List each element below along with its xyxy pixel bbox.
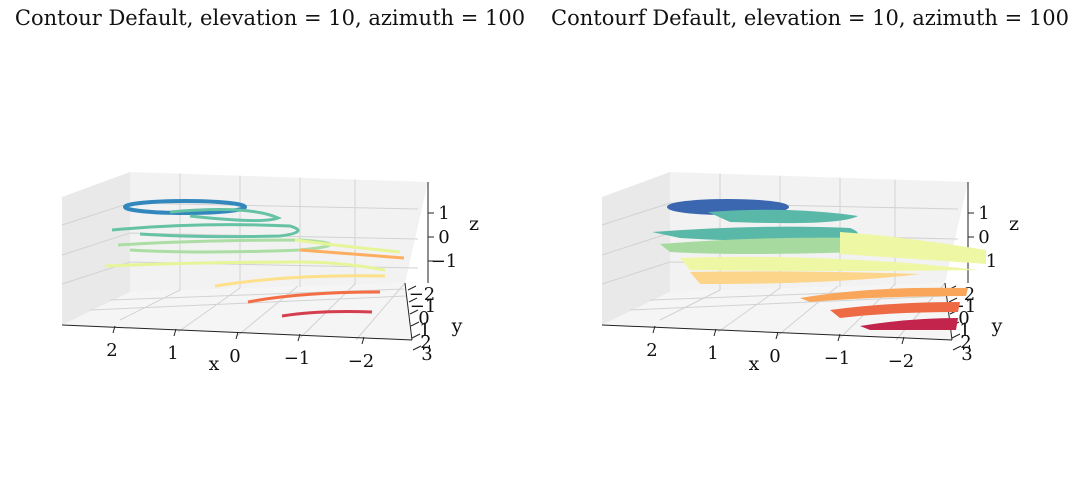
contour-line [299,248,405,260]
contour-line [104,260,386,272]
x-tick-label: 1 [707,343,718,364]
y-tick-mark [412,345,422,351]
y-tick-mark [407,285,417,291]
contour-line [281,310,373,318]
x-tick-label: 0 [769,346,780,367]
grid-line [89,295,407,311]
z-tick-label: 1 [438,203,449,224]
left-pane [602,172,670,325]
x-tick-mark [775,331,779,340]
chart-title: Contour Default, elevation = 10, azimuth… [14,6,526,30]
x-tick-label: 2 [646,340,657,361]
z-tick-label: 0 [438,227,449,248]
contour-fill [652,226,858,241]
y-tick-label: 2 [420,332,431,353]
contour-fill [708,209,858,224]
z-axis-label: z [469,213,479,235]
z-tick-label: 1 [978,203,989,224]
contourf-panel: Contourf Default, elevation = 10, azimut… [540,0,1080,490]
grid-line [629,295,947,311]
y-tick-label: 0 [958,308,969,329]
back-pane [130,172,428,292]
y-tick-mark [948,297,958,303]
grid-line [129,202,419,210]
y-tick-label: 1 [959,320,970,341]
z-tick-label: −1 [431,251,458,272]
x-tick-mark [361,336,365,345]
contour-line [169,208,282,223]
x-tick-mark [713,328,717,337]
x-tick-label: −1 [824,348,851,369]
y-tick-mark [952,345,962,351]
x-axis-label: x [749,353,760,375]
contour-fill [660,237,883,254]
contour-fill [840,232,986,264]
x-axis-line [61,324,413,341]
y-axis-label: y [451,315,463,337]
x-tick-mark [112,325,116,334]
x-tick-label: 0 [229,346,240,367]
grid-line [355,282,406,341]
y-tick-label: 1 [419,320,430,341]
x-tick-mark [901,336,905,345]
contour-line [294,238,401,254]
x-axis-label: x [209,353,220,375]
grid-line [61,232,131,256]
x-tick-label: −1 [284,348,311,369]
x-tick-label: −2 [888,351,915,372]
x-tick-mark [837,333,841,342]
contour-fill [830,302,960,318]
contour-line [123,199,247,215]
grid-line [119,289,181,321]
y-tick-mark [408,297,418,303]
y-axis-label: y [991,315,1003,337]
y-tick-label: 3 [961,344,972,365]
x-tick-mark [235,331,239,340]
x-tick-label: 2 [106,340,117,361]
contour-fill [690,271,920,284]
y-tick-label: −1 [410,296,437,317]
grid-line [601,261,671,285]
y-axis-line [404,282,413,341]
y-tick-label: 0 [418,308,429,329]
left-pane [62,172,130,325]
y-tick-label: 3 [421,344,432,365]
grid-line [61,202,131,226]
y-tick-label: −2 [409,284,436,305]
y-tick-mark [951,333,961,339]
grid-line [659,289,721,321]
y-tick-mark [410,321,420,327]
contour-fill [680,256,980,271]
x-tick-mark [173,328,177,337]
x-tick-label: −2 [348,351,375,372]
grid-line [601,202,671,226]
contour-fill [860,318,958,330]
contour-line [214,274,386,288]
z-axis-label: z [1009,213,1019,235]
x-axis-line [601,324,953,341]
x-tick-mark [297,333,301,342]
grid-line [235,285,299,338]
contour-line [247,290,381,304]
contour-fill [800,287,968,302]
x-tick-label: 1 [167,343,178,364]
contour-panel: Contour Default, elevation = 10, azimuth… [14,6,526,375]
contour-line [111,223,300,239]
z-tick-label: 0 [978,227,989,248]
floor-pane [62,283,412,340]
y-tick-mark [409,309,419,315]
grid-line [601,232,671,256]
x-tick-mark [652,325,656,334]
y-tick-mark [411,333,421,339]
chart-title: Contourf Default, elevation = 10, azimut… [551,6,1069,30]
y-tick-label: 2 [960,332,971,353]
